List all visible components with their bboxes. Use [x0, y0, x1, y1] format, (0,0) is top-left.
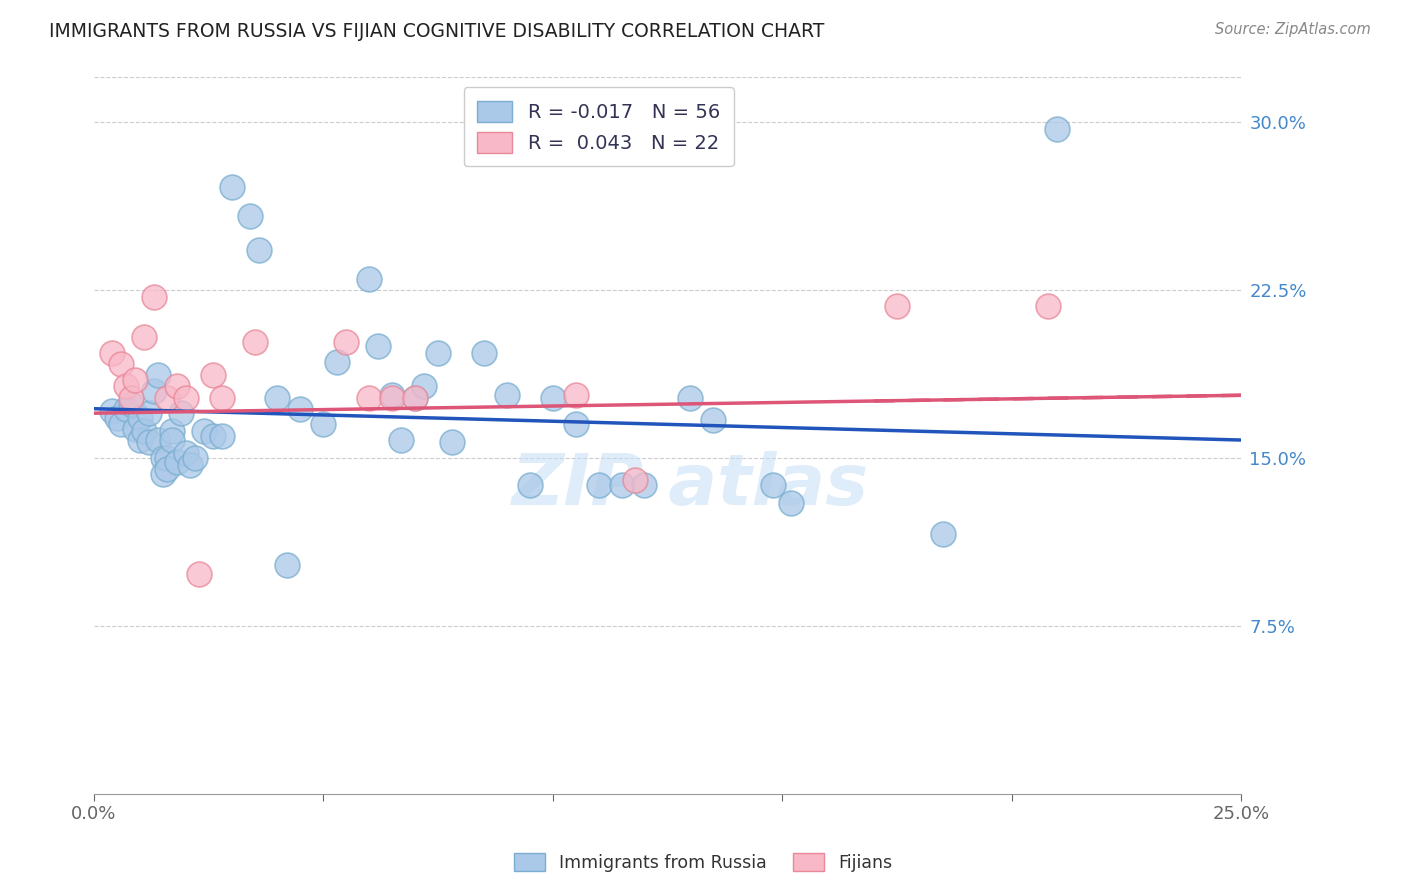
Text: Source: ZipAtlas.com: Source: ZipAtlas.com [1215, 22, 1371, 37]
Point [115, 379, 138, 393]
Point [202, 428, 225, 442]
Point [624, 473, 647, 487]
Point [290, 401, 312, 416]
Legend: R = -0.017   N = 56, R =  0.043   N = 22: R = -0.017 N = 56, R = 0.043 N = 22 [464, 87, 734, 167]
Point [266, 391, 288, 405]
Point [146, 433, 169, 447]
Point [120, 391, 142, 405]
Point [188, 567, 211, 582]
Point [931, 527, 953, 541]
Point [101, 345, 124, 359]
Point [886, 299, 908, 313]
Point [472, 345, 495, 359]
Point [179, 458, 201, 472]
Point [152, 450, 174, 465]
Point [146, 368, 169, 383]
Point [110, 357, 132, 371]
Point [679, 391, 702, 405]
Point [120, 397, 142, 411]
Point [780, 496, 803, 510]
Point [389, 433, 412, 447]
Point [633, 477, 655, 491]
Text: ZIP atlas: ZIP atlas [512, 451, 869, 520]
Point [128, 410, 150, 425]
Point [247, 243, 270, 257]
Point [152, 467, 174, 481]
Point [174, 446, 197, 460]
Point [156, 462, 179, 476]
Point [326, 354, 349, 368]
Point [105, 410, 128, 425]
Point [174, 391, 197, 405]
Point [110, 417, 132, 432]
Point [124, 373, 146, 387]
Point [541, 391, 564, 405]
Point [359, 391, 381, 405]
Point [221, 180, 243, 194]
Point [1046, 122, 1069, 136]
Point [156, 450, 179, 465]
Point [359, 272, 381, 286]
Point [610, 477, 633, 491]
Point [413, 379, 436, 393]
Point [404, 391, 426, 405]
Point [519, 477, 541, 491]
Point [138, 406, 160, 420]
Point [381, 388, 404, 402]
Point [440, 435, 463, 450]
Point [404, 391, 426, 405]
Point [142, 290, 165, 304]
Point [211, 391, 233, 405]
Point [134, 424, 156, 438]
Point [564, 388, 586, 402]
Point [495, 388, 517, 402]
Point [142, 384, 165, 398]
Point [381, 391, 404, 405]
Point [202, 368, 225, 383]
Point [243, 334, 266, 349]
Point [134, 330, 156, 344]
Point [564, 417, 586, 432]
Point [588, 477, 610, 491]
Point [1038, 299, 1060, 313]
Point [211, 428, 233, 442]
Legend: Immigrants from Russia, Fijians: Immigrants from Russia, Fijians [508, 847, 898, 879]
Point [702, 413, 724, 427]
Point [184, 450, 207, 465]
Point [128, 433, 150, 447]
Text: IMMIGRANTS FROM RUSSIA VS FIJIAN COGNITIVE DISABILITY CORRELATION CHART: IMMIGRANTS FROM RUSSIA VS FIJIAN COGNITI… [49, 22, 824, 41]
Point [166, 455, 188, 469]
Point [367, 339, 389, 353]
Point [335, 334, 357, 349]
Point [276, 558, 298, 573]
Point [138, 435, 160, 450]
Point [124, 422, 146, 436]
Point [166, 379, 188, 393]
Point [156, 391, 179, 405]
Point [160, 433, 183, 447]
Point [312, 417, 335, 432]
Point [427, 345, 450, 359]
Point [115, 401, 138, 416]
Point [762, 477, 785, 491]
Point [101, 404, 124, 418]
Point [170, 406, 193, 420]
Point [239, 209, 262, 223]
Point [193, 424, 215, 438]
Point [160, 424, 183, 438]
